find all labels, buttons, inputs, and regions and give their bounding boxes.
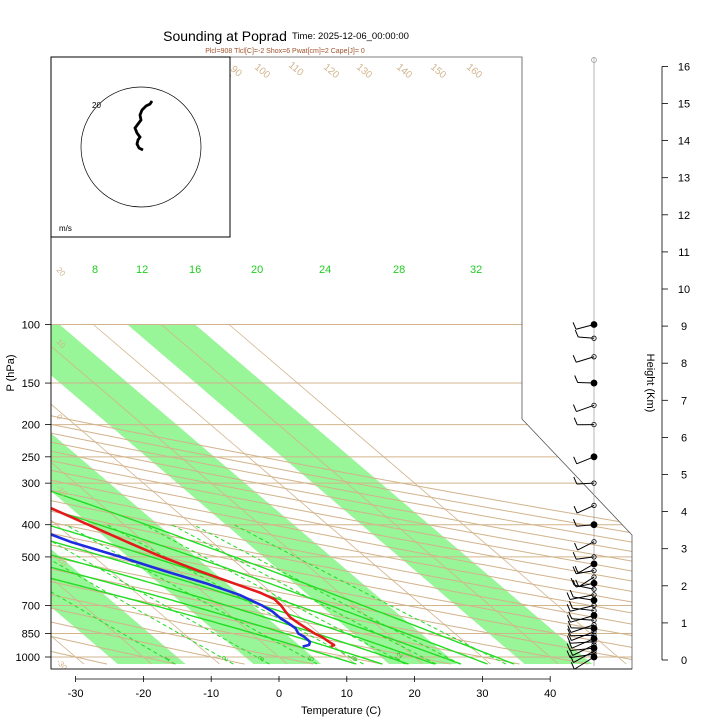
- height-tick-label: 6: [681, 432, 687, 444]
- height-tick-label: 10: [678, 284, 690, 296]
- height-axis-title: Height (Km): [644, 354, 656, 413]
- moist-adiabat-label: 20: [251, 264, 263, 276]
- pressure-tick-label: 250: [22, 452, 40, 464]
- temperature-tick-label: -20: [135, 688, 151, 700]
- chart-title: Sounding at Poprad: [163, 28, 287, 44]
- height-tick-label: 2: [681, 581, 687, 593]
- temperature-tick-label: 30: [476, 688, 488, 700]
- moist-adiabat-label: 28: [393, 264, 405, 276]
- hodograph-ring-label: 20: [92, 101, 101, 110]
- height-tick-label: 3: [681, 544, 687, 556]
- pressure-tick-label: 400: [22, 520, 40, 532]
- pressure-tick-label: 100: [22, 320, 40, 332]
- wind-barb: [571, 635, 594, 636]
- height-tick-label: 15: [678, 99, 690, 111]
- pressure-tick-label: 150: [22, 378, 40, 390]
- temperature-tick-label: -10: [203, 688, 219, 700]
- hodograph-box: [51, 57, 230, 237]
- pressure-tick-label: 200: [22, 420, 40, 432]
- height-tick-label: 11: [678, 247, 689, 259]
- temperature-tick-label: 40: [544, 688, 556, 700]
- height-tick-label: 7: [681, 395, 687, 407]
- temperature-tick-label: 10: [341, 688, 353, 700]
- hodograph-inset: 20 m/s: [51, 57, 230, 237]
- height-tick-label: 1: [681, 618, 687, 630]
- pressure-tick-label: 500: [22, 552, 40, 564]
- height-tick-label: 12: [678, 210, 690, 222]
- temperature-tick-label: 0: [276, 688, 282, 700]
- height-tick-label: 16: [678, 61, 690, 73]
- pressure-tick-label: 850: [22, 629, 40, 641]
- wind-barb: [578, 382, 594, 383]
- moist-adiabat-label: 32: [470, 264, 482, 276]
- indices-label: Plcl=908 Tlcl[C]=-2 Shox=6 Pwat[cm]=2 Ca…: [205, 48, 365, 55]
- moist-adiabat-label: 24: [319, 264, 331, 276]
- hodograph-unit-label: m/s: [59, 224, 72, 233]
- y-axis-title: P (hPa): [5, 354, 17, 391]
- pressure-tick-label: 300: [22, 478, 40, 490]
- height-tick-label: 4: [681, 507, 687, 519]
- x-axis-title: Temperature (C): [301, 705, 381, 717]
- pressure-tick-label: 700: [22, 600, 40, 612]
- time-label: Time: 2025-12-06_00:00:00: [292, 31, 409, 42]
- height-tick-label: 8: [681, 358, 687, 370]
- moist-adiabat-label: 16: [189, 264, 201, 276]
- height-tick-label: 13: [678, 173, 690, 185]
- height-tick-label: 9: [681, 321, 687, 333]
- temperature-tick-label: -30: [68, 688, 84, 700]
- height-tick-label: 5: [681, 470, 687, 482]
- pressure-tick-label: 1000: [16, 652, 40, 664]
- height-tick-label: 14: [678, 136, 690, 148]
- temperature-tick-label: 20: [408, 688, 420, 700]
- moist-adiabat-label: 12: [136, 264, 148, 276]
- moist-adiabat-label: 8: [92, 264, 98, 276]
- height-tick-label: 0: [681, 655, 687, 667]
